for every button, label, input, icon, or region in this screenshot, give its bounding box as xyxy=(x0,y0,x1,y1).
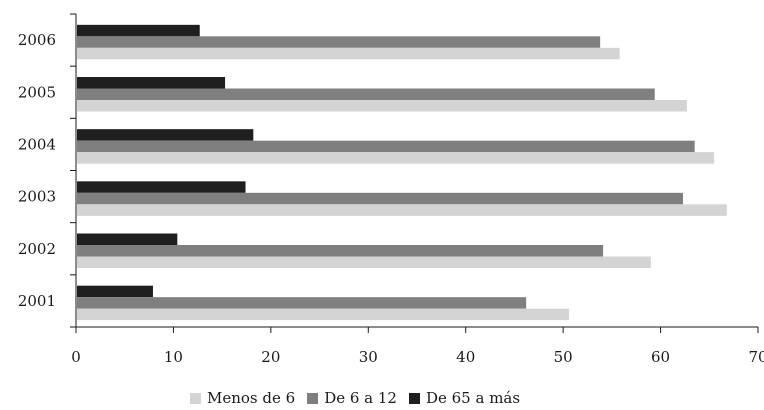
legend-label-de-6-a-12: De 6 a 12 xyxy=(324,389,397,407)
y-tick-label: 2001 xyxy=(18,292,56,310)
bars-group xyxy=(77,24,727,321)
bar-2002-series-0 xyxy=(77,256,651,268)
legend-label-menos-de-6: Menos de 6 xyxy=(207,389,296,407)
bar-2001-series-1 xyxy=(77,297,527,309)
bar-2006-series-2 xyxy=(77,24,200,37)
legend-label-de-65-a-mas: De 65 a más xyxy=(425,389,521,407)
bar-2006-series-1 xyxy=(77,36,601,48)
legend-item-menos-de-6: Menos de 6 xyxy=(190,389,295,407)
y-tick-label: 2004 xyxy=(18,135,56,153)
bar-2003-series-1 xyxy=(77,192,683,205)
legend: Menos de 6 De 6 a 12 De 65 a más xyxy=(190,388,532,408)
y-tick-label: 2006 xyxy=(18,31,56,49)
bar-2004-series-0 xyxy=(77,152,715,164)
bar-2001-series-0 xyxy=(77,308,569,321)
legend-swatch-de-6-a-12 xyxy=(307,392,319,404)
legend-item-de-6-a-12: De 6 a 12 xyxy=(307,389,397,407)
y-tick-label: 2002 xyxy=(18,240,56,258)
x-tick-label: 40 xyxy=(456,348,475,366)
x-tick-label: 70 xyxy=(748,348,764,366)
bar-2002-series-2 xyxy=(77,233,178,245)
bar-2003-series-2 xyxy=(77,181,246,193)
bar-2005-series-2 xyxy=(77,77,226,89)
bar-2003-series-0 xyxy=(77,204,727,216)
bar-2005-series-0 xyxy=(77,100,687,112)
y-axis-ticks: 2001 2002 2003 2004 2005 2006 xyxy=(18,13,76,328)
legend-swatch-menos-de-6 xyxy=(190,392,201,404)
x-tick-label: 0 xyxy=(71,348,81,366)
y-tick-label: 2005 xyxy=(18,83,56,101)
x-tick-label: 30 xyxy=(359,348,378,366)
legend-item-de-65-a-mas: De 65 a más xyxy=(408,389,521,407)
y-tick-label: 2003 xyxy=(18,188,56,206)
bar-2004-series-2 xyxy=(77,129,254,141)
bar-2005-series-1 xyxy=(77,88,655,100)
bar-2001-series-2 xyxy=(77,285,153,298)
bar-2002-series-1 xyxy=(77,245,604,257)
x-tick-label: 50 xyxy=(554,348,573,366)
bar-chart: 2001 2002 2003 2004 2005 2006 0 10 20 30 40 50 60 70 xyxy=(18,13,764,366)
x-axis-ticks: 0 10 20 30 40 50 60 70 xyxy=(71,327,764,366)
bar-2006-series-0 xyxy=(77,47,620,60)
legend-swatch-de-65-a-mas xyxy=(408,392,420,404)
x-tick-label: 20 xyxy=(261,348,280,366)
bar-2004-series-1 xyxy=(77,140,695,153)
x-tick-label: 10 xyxy=(164,348,183,366)
x-tick-label: 60 xyxy=(651,348,670,366)
